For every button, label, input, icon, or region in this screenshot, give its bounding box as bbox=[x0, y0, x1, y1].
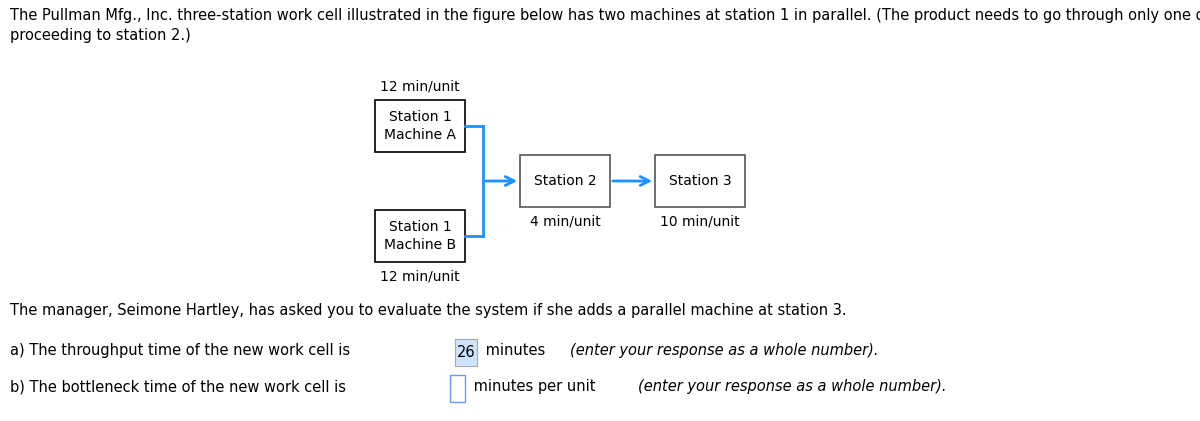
Text: 10 min/unit: 10 min/unit bbox=[660, 214, 740, 228]
FancyBboxPatch shape bbox=[374, 210, 466, 262]
FancyBboxPatch shape bbox=[520, 155, 610, 207]
Text: minutes per unit: minutes per unit bbox=[469, 379, 600, 394]
Text: The manager, Seimone Hartley, has asked you to evaluate the system if she adds a: The manager, Seimone Hartley, has asked … bbox=[10, 303, 847, 318]
FancyBboxPatch shape bbox=[450, 375, 464, 402]
FancyBboxPatch shape bbox=[455, 339, 476, 366]
FancyBboxPatch shape bbox=[374, 100, 466, 152]
Text: The Pullman Mfg., Inc. three-station work cell illustrated in the figure below h: The Pullman Mfg., Inc. three-station wor… bbox=[10, 8, 1200, 43]
FancyBboxPatch shape bbox=[655, 155, 745, 207]
Text: 26: 26 bbox=[456, 345, 475, 360]
Text: Station 1
Machine A: Station 1 Machine A bbox=[384, 110, 456, 141]
Text: Station 2: Station 2 bbox=[534, 174, 596, 188]
Text: minutes: minutes bbox=[481, 343, 550, 358]
Text: a) The throughput time of the new work cell is: a) The throughput time of the new work c… bbox=[10, 343, 355, 358]
Text: b) The bottleneck time of the new work cell is: b) The bottleneck time of the new work c… bbox=[10, 379, 350, 394]
Text: 4 min/unit: 4 min/unit bbox=[529, 214, 600, 228]
Text: (enter your response as a whole number).: (enter your response as a whole number). bbox=[570, 343, 878, 358]
Text: 12 min/unit: 12 min/unit bbox=[380, 79, 460, 93]
Text: 12 min/unit: 12 min/unit bbox=[380, 269, 460, 283]
Text: Station 1
Machine B: Station 1 Machine B bbox=[384, 220, 456, 252]
Text: (enter your response as a whole number).: (enter your response as a whole number). bbox=[638, 379, 947, 394]
Text: Station 3: Station 3 bbox=[668, 174, 731, 188]
